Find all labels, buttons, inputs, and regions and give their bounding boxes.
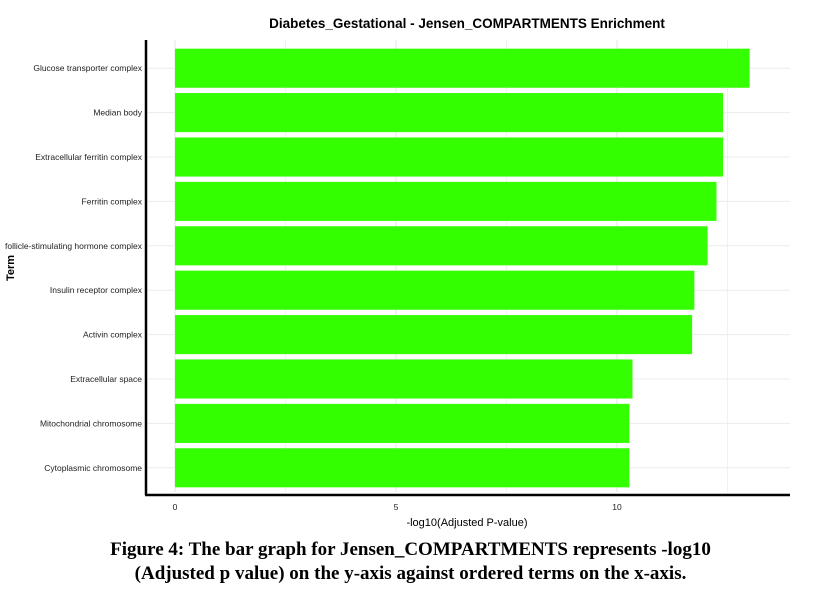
bar: [175, 270, 695, 310]
bar: [175, 315, 693, 355]
bars-group: [175, 48, 750, 488]
y-axis-label: Term: [5, 255, 17, 281]
y-tick-label: Activin complex: [83, 330, 143, 340]
x-tick-label: 5: [394, 502, 399, 512]
x-axis-label: -log10(Adjusted P-value): [406, 517, 527, 529]
y-tick-label: Cytoplasmic chromosome: [44, 463, 142, 473]
enrichment-bar-chart: Diabetes_Gestational - Jensen_COMPARTMEN…: [5, 16, 790, 529]
caption-line-2: (Adjusted p value) on the y-axis against…: [134, 563, 687, 584]
x-tick-label: 0: [173, 502, 178, 512]
x-tick-label: 10: [612, 502, 622, 512]
bar: [175, 181, 717, 221]
bar: [175, 226, 708, 266]
y-tick-label: Median body: [93, 108, 142, 118]
y-tick-label: Extracellular ferritin complex: [35, 152, 143, 162]
bar: [175, 448, 630, 488]
bar: [175, 359, 633, 399]
bar: [175, 137, 724, 177]
bar: [175, 403, 630, 443]
bar: [175, 93, 724, 133]
y-tick-labels: Glucose transporter complex Median body Ex…: [5, 63, 143, 473]
bar: [175, 48, 750, 88]
y-tick-label: follicle-stimulating hormone complex: [5, 241, 143, 251]
x-tick-labels: 0 5 10: [173, 502, 622, 512]
y-tick-label: Insulin receptor complex: [50, 285, 143, 295]
y-tick-label: Glucose transporter complex: [33, 63, 142, 73]
y-tick-label: Extracellular space: [70, 374, 142, 384]
y-tick-label: Mitochondrial chromosome: [40, 418, 142, 428]
y-tick-label: Ferritin complex: [82, 196, 143, 206]
chart-title: Diabetes_Gestational - Jensen_COMPARTMEN…: [269, 16, 665, 31]
caption-line-1: Figure 4: The bar graph for Jensen_COMPA…: [110, 539, 711, 560]
figure-caption: Figure 4: The bar graph for Jensen_COMPA…: [0, 538, 821, 586]
